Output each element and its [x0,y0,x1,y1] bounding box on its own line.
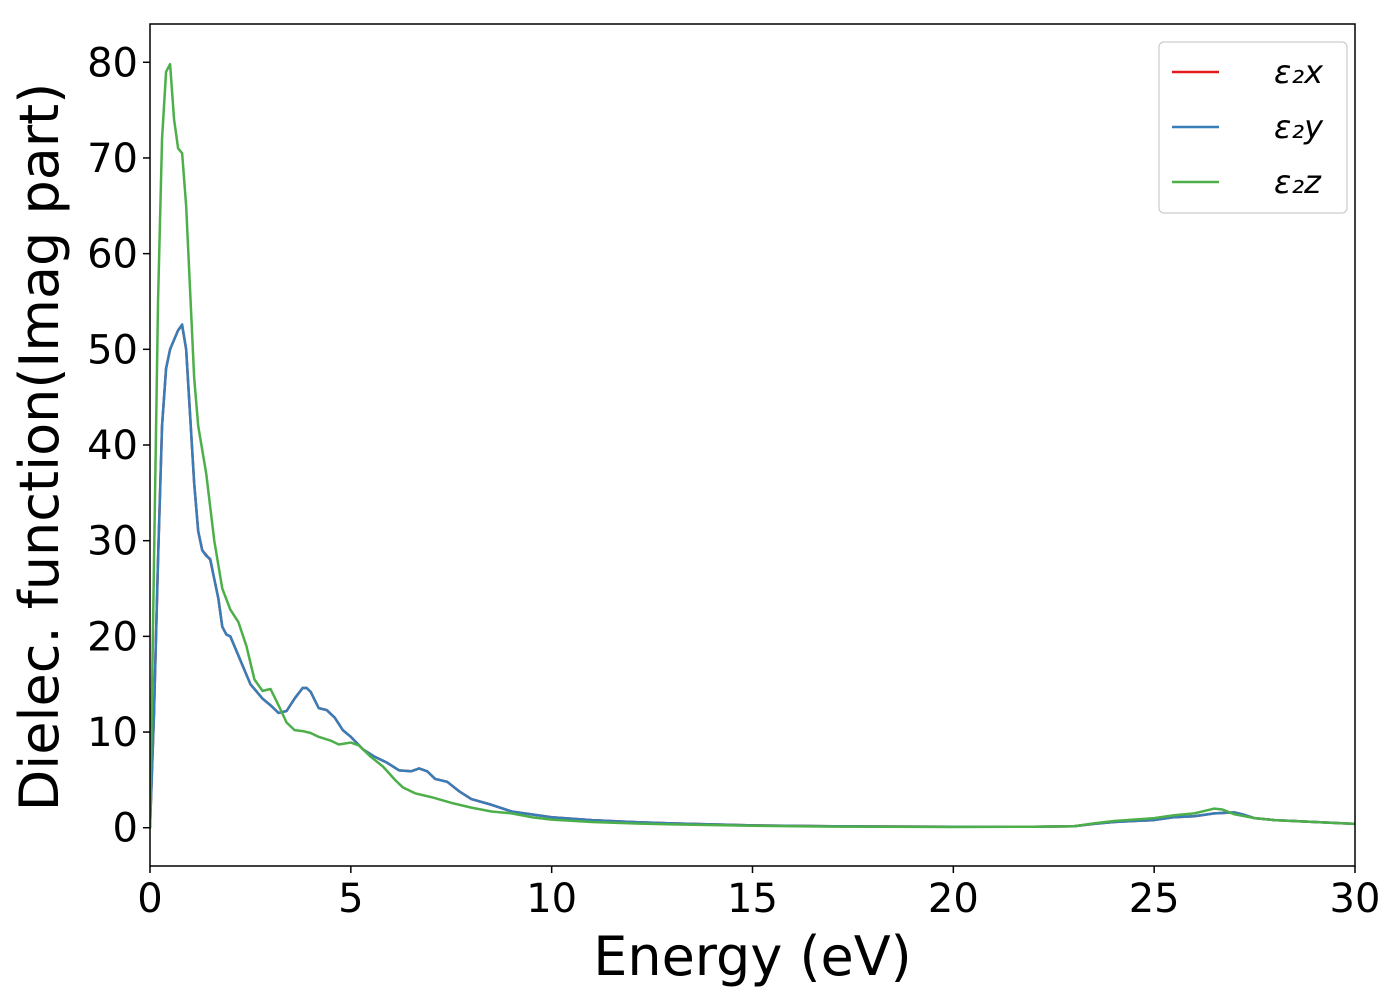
series-layer [150,62,1355,829]
y-tick-label: 80 [87,40,138,86]
y-tick-label: 70 [87,136,138,182]
y-tick-label: 30 [87,519,138,565]
series-line-2 [150,323,1355,829]
series-line-3 [150,62,1355,829]
y-tick-label: 20 [87,614,138,660]
y-tick-label: 40 [87,423,138,469]
legend-label: ε₂x [1274,53,1324,91]
x-tick-label: 15 [727,876,778,922]
y-tick-label: 10 [87,710,138,756]
legend-label: ε₂z [1274,163,1322,201]
y-tick-label: 60 [87,232,138,278]
y-tick-label: 50 [87,327,138,373]
x-tick-label: 30 [1330,876,1381,922]
x-tick-label: 0 [137,876,162,922]
ticks-layer: 0 5 10 15 20 25 30 0 10 20 30 40 50 60 70 80 [87,40,1380,922]
legend-label: ε₂y [1274,108,1324,146]
legend-box [1158,41,1348,214]
x-tick-label: 5 [338,876,363,922]
x-tick-label: 10 [526,876,577,922]
series-line-1 [150,324,1355,829]
x-tick-label: 20 [928,876,979,922]
y-tick-label: 0 [113,806,138,852]
y-axis-label: Dielec. function(Imag part) [8,83,71,812]
legend: ε₂x ε₂y ε₂z [1158,41,1348,214]
x-axis-label: Energy (eV) [593,925,912,988]
x-tick-label: 25 [1129,876,1180,922]
